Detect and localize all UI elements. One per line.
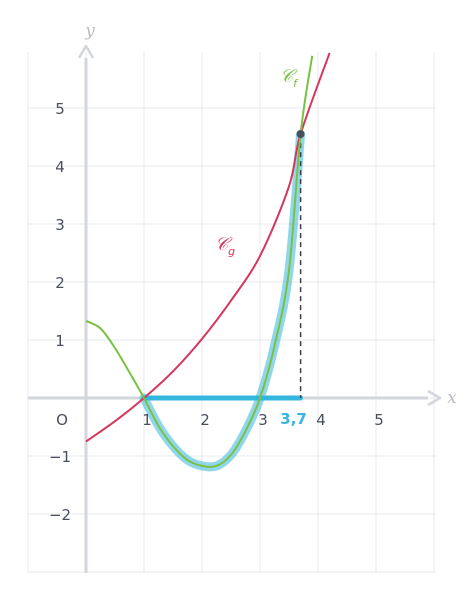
y-tick-label: 1 <box>55 332 65 350</box>
curve-f <box>85 55 314 468</box>
x-tick-label: 2 <box>200 411 210 429</box>
curve-f-label: 𝒞f <box>280 66 299 90</box>
grid <box>27 52 436 573</box>
y-tick-label: −2 <box>49 506 71 524</box>
x-tick-label: 4 <box>316 411 326 429</box>
y-tick-label: 3 <box>55 216 65 234</box>
curve-g-label: 𝒞g <box>215 234 235 258</box>
intersection-point <box>296 130 305 139</box>
curves <box>85 52 331 468</box>
curve-f-label-subscript: f <box>293 77 299 90</box>
axes <box>28 44 442 573</box>
y-axis-label: y <box>84 21 95 41</box>
x-axis-arrow <box>427 389 442 407</box>
y-tick-label: 5 <box>55 100 65 118</box>
highlight-x-label: 3,7 <box>280 410 307 428</box>
x-tick-label: 5 <box>374 411 384 429</box>
labels: 1 2 3 4 5 −2 −1 1 2 3 4 5 O 3,7 x y 𝒞f 𝒞g <box>49 21 457 524</box>
y-tick-label: 2 <box>55 274 65 292</box>
x-axis-label: x <box>447 388 457 408</box>
curve-g <box>85 52 331 443</box>
y-axis-arrow <box>77 44 95 59</box>
x-tick-label: 3 <box>258 411 268 429</box>
highlight-curve-f <box>139 129 306 472</box>
y-tick-label: −1 <box>49 448 71 466</box>
curve-g-label-subscript: g <box>228 245 235 258</box>
y-tick-label: 4 <box>55 158 65 176</box>
highlight-layer <box>139 129 306 472</box>
origin-label: O <box>56 411 68 429</box>
x-tick-label: 1 <box>142 411 152 429</box>
